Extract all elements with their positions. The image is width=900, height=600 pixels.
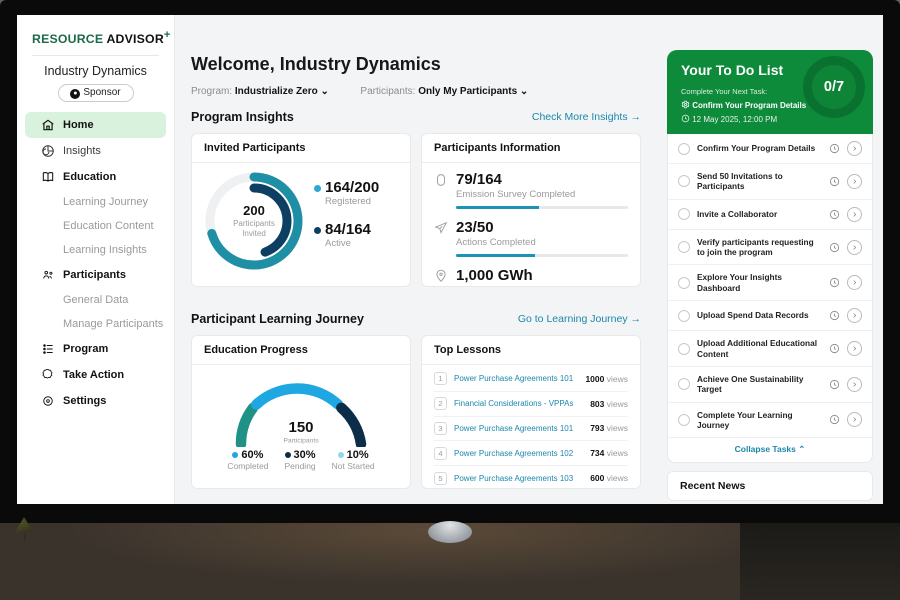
svg-text:150: 150 bbox=[288, 419, 313, 436]
svg-text:Participants: Participants bbox=[283, 438, 319, 445]
